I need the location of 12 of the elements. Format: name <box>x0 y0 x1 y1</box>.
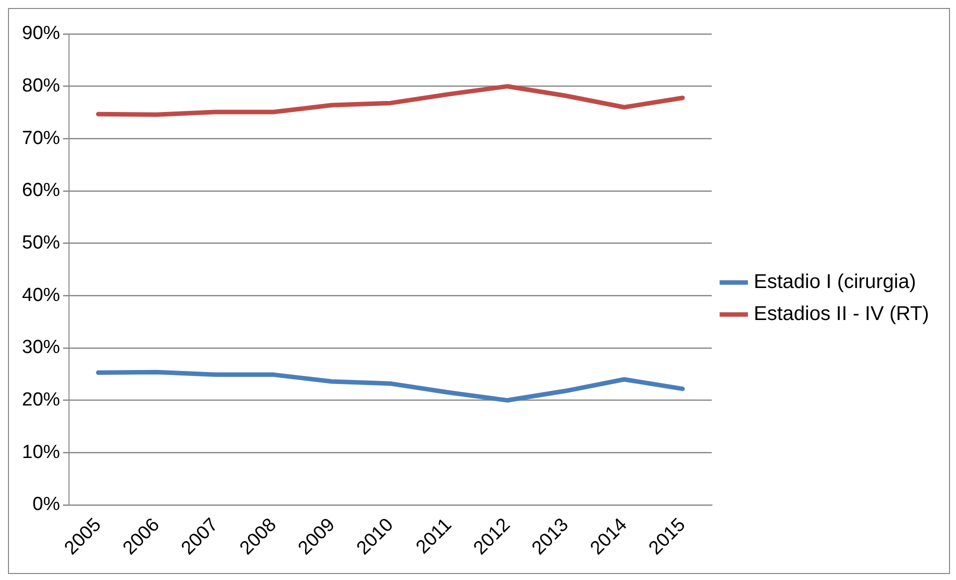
y-tick-label: 50% <box>22 232 60 254</box>
y-tick-label: 60% <box>22 180 60 202</box>
y-tick-label: 10% <box>22 442 60 463</box>
y-tick-label: 20% <box>22 390 60 411</box>
legend-label: Estadios II - IV (RT) <box>754 303 930 326</box>
y-tick-label: 90% <box>22 23 60 44</box>
y-tick-label: 70% <box>22 128 60 149</box>
y-tick-label: 0% <box>32 494 60 516</box>
y-tick-label: 40% <box>22 284 60 306</box>
y-tick-label: 30% <box>22 337 60 358</box>
legend-label: Estadio I (cirurgia) <box>754 271 916 294</box>
y-tick-label: 80% <box>22 76 60 97</box>
